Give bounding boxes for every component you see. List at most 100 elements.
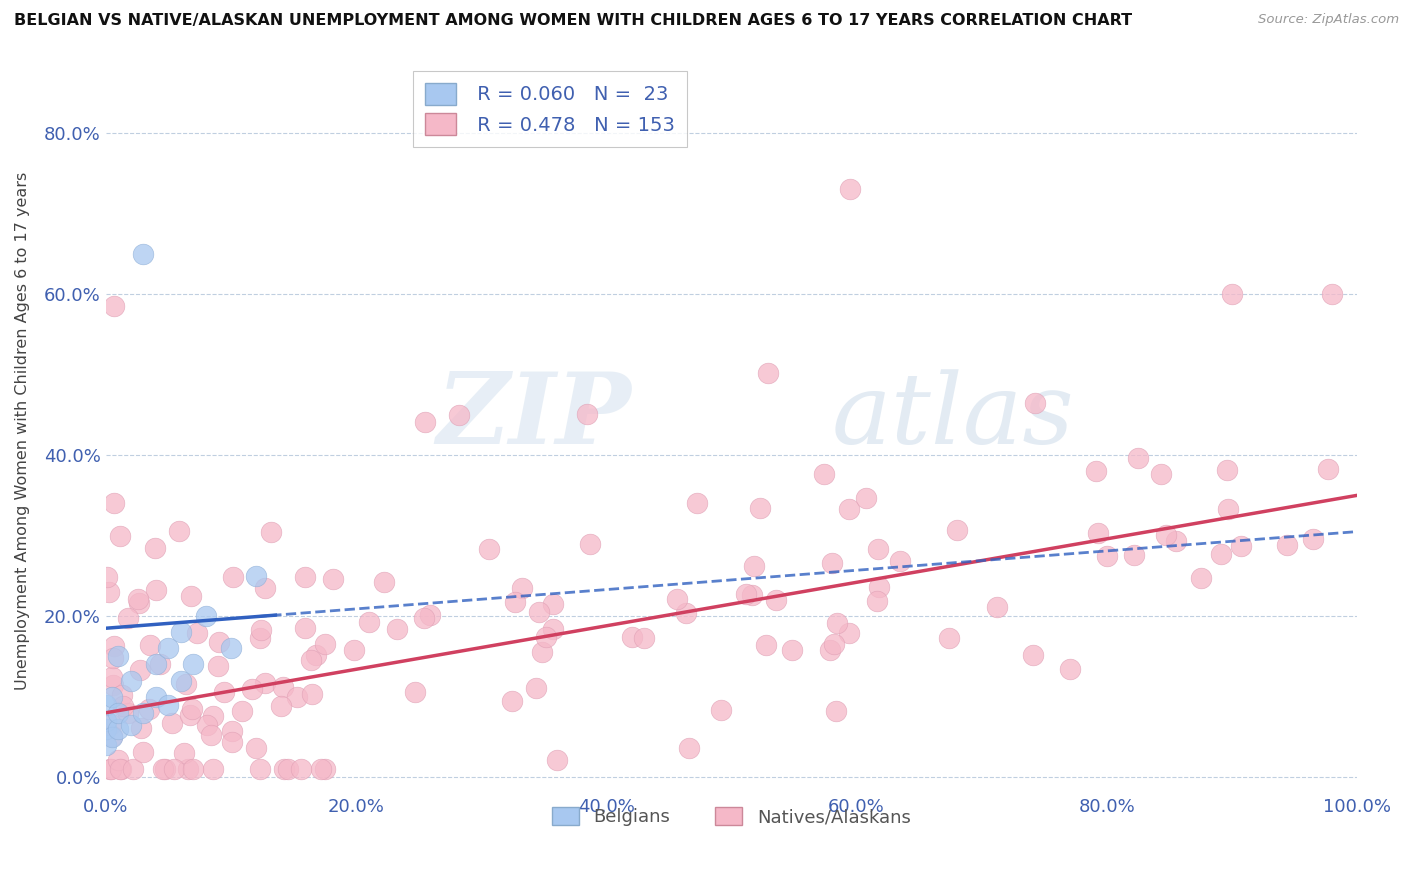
Point <box>208 635 231 649</box>
Point <box>277 762 299 776</box>
Point <box>838 626 860 640</box>
Point <box>111 689 134 703</box>
Point <box>117 611 139 625</box>
Point <box>132 706 155 720</box>
Point <box>201 708 224 723</box>
Point <box>195 718 218 732</box>
Point <box>820 557 842 571</box>
Point <box>749 500 772 515</box>
Point <box>110 762 132 776</box>
Point <box>103 299 125 313</box>
Point <box>120 718 142 732</box>
Point <box>531 645 554 659</box>
Point <box>938 632 960 646</box>
Point <box>145 582 167 597</box>
Point <box>868 541 890 556</box>
Point <box>101 651 124 665</box>
Point <box>343 643 366 657</box>
Point <box>529 606 551 620</box>
Point <box>194 609 217 624</box>
Point <box>100 762 122 776</box>
Point <box>94 714 117 728</box>
Point <box>94 738 117 752</box>
Point <box>107 722 129 736</box>
Point <box>101 729 124 743</box>
Point <box>1209 547 1232 561</box>
Point <box>1229 539 1251 553</box>
Point <box>314 637 336 651</box>
Point <box>121 762 143 776</box>
Point <box>160 716 183 731</box>
Point <box>181 762 204 776</box>
Point <box>98 762 121 776</box>
Point <box>157 641 180 656</box>
Point <box>202 762 225 776</box>
Point <box>107 706 129 720</box>
Point <box>744 558 766 573</box>
Point <box>818 643 841 657</box>
Text: ZIP: ZIP <box>436 368 631 465</box>
Point <box>543 622 565 636</box>
Point <box>1220 287 1243 301</box>
Point <box>170 625 193 640</box>
Point <box>207 658 229 673</box>
Point <box>100 717 122 731</box>
Point <box>675 607 697 621</box>
Point <box>620 630 643 644</box>
Text: BELGIAN VS NATIVE/ALASKAN UNEMPLOYMENT AMONG WOMEN WITH CHILDREN AGES 6 TO 17 YE: BELGIAN VS NATIVE/ALASKAN UNEMPLOYMENT A… <box>14 13 1132 29</box>
Point <box>756 366 779 380</box>
Point <box>387 622 409 636</box>
Y-axis label: Unemployment Among Women with Children Ages 6 to 17 years: Unemployment Among Women with Children A… <box>15 172 30 690</box>
Point <box>101 677 124 691</box>
Point <box>305 648 328 662</box>
Point <box>813 467 835 481</box>
Point <box>524 681 547 695</box>
Point <box>1215 463 1237 477</box>
Point <box>107 649 129 664</box>
Point <box>1085 464 1108 478</box>
Point <box>149 657 172 671</box>
Point <box>755 638 778 652</box>
Point <box>249 762 271 776</box>
Point <box>501 694 523 708</box>
Point <box>170 673 193 688</box>
Point <box>1320 287 1343 301</box>
Point <box>157 698 180 712</box>
Point <box>1302 532 1324 546</box>
Point <box>97 585 120 599</box>
Point <box>301 687 323 701</box>
Point <box>710 703 733 717</box>
Point <box>107 752 129 766</box>
Point <box>541 597 564 611</box>
Point <box>404 685 426 699</box>
Point <box>309 762 332 776</box>
Point <box>1218 502 1240 516</box>
Point <box>173 746 195 760</box>
Point <box>686 496 709 510</box>
Text: Source: ZipAtlas.com: Source: ZipAtlas.com <box>1258 13 1399 27</box>
Point <box>162 762 184 776</box>
Point <box>449 408 471 422</box>
Point <box>212 685 235 699</box>
Point <box>765 592 787 607</box>
Point <box>129 721 152 735</box>
Point <box>101 690 124 704</box>
Point <box>1316 462 1339 476</box>
Point <box>221 723 243 738</box>
Point <box>231 705 253 719</box>
Point <box>678 741 700 756</box>
Point <box>373 574 395 589</box>
Point <box>127 591 149 606</box>
Point <box>503 595 526 609</box>
Point <box>145 657 167 672</box>
Point <box>139 638 162 652</box>
Point <box>285 690 308 704</box>
Point <box>120 673 142 688</box>
Point <box>301 653 323 667</box>
Point <box>1275 538 1298 552</box>
Legend: Belgians, Natives/Alaskans: Belgians, Natives/Alaskans <box>543 797 920 835</box>
Point <box>294 621 316 635</box>
Point <box>855 491 877 505</box>
Point <box>240 682 263 697</box>
Point <box>186 625 208 640</box>
